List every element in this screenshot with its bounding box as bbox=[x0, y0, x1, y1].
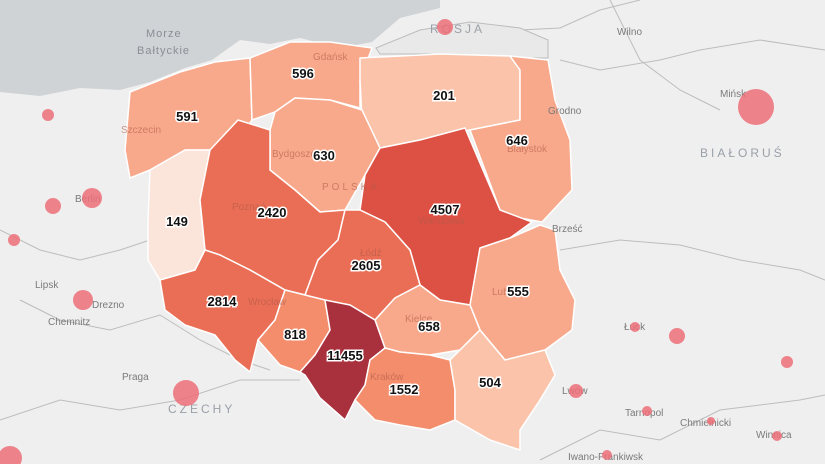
city-szczecin: Szczecin bbox=[121, 125, 161, 136]
city-poznan: Poznań bbox=[232, 202, 266, 213]
bubble-iwano bbox=[602, 450, 612, 460]
value-podlaskie: 646 bbox=[506, 133, 528, 148]
voivodeships bbox=[124, 41, 576, 451]
bubble-3 bbox=[8, 234, 20, 246]
bubble-6 bbox=[781, 356, 793, 368]
bubble-berlin bbox=[82, 188, 102, 208]
value-pomorskie: 596 bbox=[292, 66, 314, 81]
city-chemnitz: Chemnitz bbox=[48, 317, 90, 328]
city-bialystok: Białystok bbox=[507, 144, 548, 155]
value-malopolskie: 1552 bbox=[390, 382, 419, 397]
city-krakow: Kraków bbox=[370, 372, 404, 383]
bubbles bbox=[0, 19, 793, 464]
bubble-minsk bbox=[738, 89, 774, 125]
value-mazowieckie: 4507 bbox=[431, 202, 460, 217]
value-opolskie: 818 bbox=[284, 327, 306, 342]
sea-label-2: Bałtyckie bbox=[137, 45, 190, 57]
city-praga: Praga bbox=[122, 372, 149, 383]
bubble-2 bbox=[45, 198, 61, 214]
bubble-1 bbox=[42, 109, 54, 121]
bubble-chmielnicki bbox=[707, 417, 715, 425]
value-dolnoslaskie: 2814 bbox=[208, 294, 238, 309]
city-minsk: Mińsk bbox=[720, 89, 747, 100]
bubble-praga bbox=[173, 380, 199, 406]
bubble-tarnopol bbox=[642, 406, 652, 416]
city-kielce: Kielce bbox=[405, 314, 433, 325]
city-lodz: Łódź bbox=[360, 248, 382, 259]
value-slaskie: 11455 bbox=[327, 348, 362, 363]
country-czechia: CZECHY bbox=[168, 402, 235, 416]
city-gdansk: Gdańsk bbox=[313, 52, 348, 63]
city-bydgoszcz: Bydgoszcz bbox=[272, 149, 320, 160]
region-malopolskie[interactable] bbox=[354, 347, 456, 431]
value-swietokrzyskie: 658 bbox=[418, 319, 440, 334]
value-lodzkie: 2605 bbox=[352, 258, 381, 273]
country-belarus: BIAŁORUŚ bbox=[700, 145, 785, 160]
value-lubuskie: 149 bbox=[166, 214, 188, 229]
value-kujawsko-pomorskie: 630 bbox=[313, 148, 335, 163]
region-podlaskie[interactable] bbox=[469, 55, 573, 223]
city-grodno: Grodno bbox=[548, 106, 582, 117]
bubble-winnica bbox=[772, 431, 782, 441]
city-brzesc: Brześć bbox=[552, 224, 583, 235]
bubble-rosja bbox=[437, 19, 453, 35]
region-podkarpackie[interactable] bbox=[449, 329, 556, 451]
value-podkarpackie: 504 bbox=[479, 375, 501, 390]
region-pomorskie[interactable] bbox=[249, 41, 373, 121]
value-warminsko-mazurskie: 201 bbox=[433, 88, 455, 103]
region-place-labels: Gdańsk Szczecin Bydgoszcz Poznań Wrocław… bbox=[121, 52, 548, 383]
city-drezno: Drezno bbox=[92, 300, 125, 311]
city-warszawa: Warszawa bbox=[418, 216, 465, 227]
value-zachodniopomorskie: 591 bbox=[176, 109, 198, 124]
bubble-drezno bbox=[73, 290, 93, 310]
city-wroclaw: Wrocław bbox=[248, 297, 287, 308]
value-wielkopolskie: 2420 bbox=[258, 205, 287, 220]
city-lipsk: Lipsk bbox=[35, 280, 59, 291]
country-polska: POLSKA bbox=[322, 182, 380, 193]
bubble-lwow bbox=[569, 384, 583, 398]
value-labels: 591 596 201 646 630 149 2420 4507 2605 5… bbox=[165, 65, 531, 399]
city-lublin: Lublin bbox=[492, 287, 519, 298]
value-lubelskie: 555 bbox=[507, 284, 529, 299]
bubble-4 bbox=[0, 446, 22, 464]
city-chmielnicki: Chmielnicki bbox=[680, 418, 731, 429]
baltic-sea bbox=[0, 0, 440, 96]
bubble-luck bbox=[630, 322, 640, 332]
sea-label-1: Morze bbox=[146, 28, 182, 40]
bubble-5 bbox=[669, 328, 685, 344]
region-slaskie[interactable] bbox=[299, 299, 386, 421]
city-wilno: Wilno bbox=[617, 27, 642, 38]
